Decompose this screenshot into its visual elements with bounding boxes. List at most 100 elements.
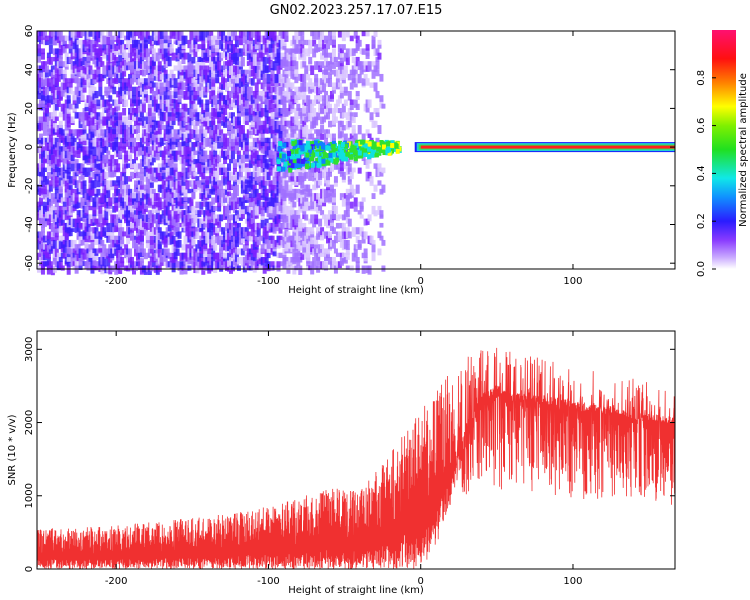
spectrogram-cell xyxy=(240,154,245,164)
spectrogram-cell xyxy=(266,239,271,249)
spectrogram-cell xyxy=(248,205,253,213)
spectrogram-cell xyxy=(373,31,378,37)
spectrogram-cell xyxy=(371,193,376,200)
spectrogram-cell xyxy=(360,150,365,156)
spectrogram-cell xyxy=(268,56,273,65)
spectrogram-cell xyxy=(290,171,295,177)
spectrogram-cell xyxy=(337,82,342,88)
spectrogram-cell xyxy=(78,265,83,271)
spectrogram-cell xyxy=(143,205,148,213)
spectrogram-cell xyxy=(114,137,119,147)
spectrogram-cell xyxy=(365,218,370,225)
spectrogram-cell xyxy=(151,261,156,267)
spectrogram-cell xyxy=(272,61,277,71)
spectrogram-cell xyxy=(314,214,319,224)
spectrogram-cell xyxy=(163,31,168,40)
spectrogram-cell xyxy=(217,154,222,163)
spectrogram-cell xyxy=(286,133,291,139)
spectrogram-cell xyxy=(58,205,63,212)
spectrogram-cell xyxy=(98,86,103,97)
spectrogram-cell xyxy=(94,39,99,48)
spectrogram-cell xyxy=(135,133,140,141)
spectrogram-cell xyxy=(88,167,93,176)
spectrogram-cell xyxy=(175,222,180,232)
spectrogram-cell xyxy=(298,107,303,117)
spectrogram-cell xyxy=(66,252,71,262)
spectrogram-cell xyxy=(96,159,101,164)
spectrogram-cell xyxy=(327,107,332,114)
spectrogram-cell xyxy=(207,252,212,261)
spectrogram-cell xyxy=(122,142,127,150)
spectrogram-cell xyxy=(108,103,113,111)
spectrogram-cell xyxy=(149,265,154,272)
spectrogram-cell xyxy=(234,184,239,190)
spectrogram-cell xyxy=(236,256,241,264)
spectrogram-cell xyxy=(173,167,178,177)
spectrogram-cell xyxy=(157,120,162,130)
spectrogram-cell xyxy=(359,214,364,219)
spectrogram-cell xyxy=(367,171,372,179)
spectrogram-cell xyxy=(62,244,67,253)
spectrogram-cell xyxy=(173,90,178,99)
spectrogram-cell xyxy=(314,163,319,173)
spectrogram-cell xyxy=(118,112,123,121)
spectrogram-cell xyxy=(46,52,51,58)
spectrogram-cell xyxy=(227,214,232,222)
spectrogram-cell xyxy=(296,248,301,256)
spectrogram-cell xyxy=(339,61,344,67)
spectrogram-cell xyxy=(357,125,362,135)
spectrogram-cell xyxy=(320,31,325,40)
spectrogram-cell xyxy=(288,188,293,199)
spectrogram-cell xyxy=(256,78,261,85)
spectrogram-cell xyxy=(139,31,144,41)
spectrogram-cell xyxy=(42,61,47,69)
spectrogram-cell xyxy=(124,150,129,161)
spectrogram-cell xyxy=(135,171,140,179)
spectrogram-cell xyxy=(329,184,334,192)
spectrogram-cell xyxy=(345,56,350,66)
spectrogram-cell xyxy=(175,214,180,223)
spectrogram-cell xyxy=(333,176,338,183)
spectrogram-cell xyxy=(76,201,81,209)
spectrogram-cell xyxy=(363,231,368,240)
spectrogram-cell xyxy=(298,39,303,47)
spectrogram-cell xyxy=(80,248,85,255)
spectrogram-cell xyxy=(248,86,253,94)
spectrogram-cell xyxy=(367,265,372,275)
spectrogram-cell xyxy=(205,31,210,38)
spectrogram-cell xyxy=(42,184,47,195)
spectrogram-cell xyxy=(137,78,142,87)
spectrogram-cell xyxy=(225,103,230,109)
spectrogram-cell xyxy=(345,48,350,58)
spectrogram-cell xyxy=(339,159,344,165)
spectrogram-cell xyxy=(153,142,158,151)
spectrogram-cell xyxy=(296,103,301,111)
spectrogram-cell xyxy=(118,252,123,262)
spectrogram-cell xyxy=(296,35,301,44)
spectrogram-cell xyxy=(260,107,265,117)
spectrogram-cell xyxy=(213,244,218,251)
spectrogram-cell xyxy=(209,171,214,179)
spectrogram-cluster xyxy=(276,139,402,173)
spectrogram-cell xyxy=(187,52,192,63)
spectrogram-cell xyxy=(76,65,81,73)
spectrogram-cell xyxy=(316,61,321,68)
spectrogram-cell xyxy=(292,201,297,208)
spectrogram-cell xyxy=(68,86,73,95)
spectrogram-cell xyxy=(331,188,336,198)
spectrogram-cell xyxy=(240,205,245,214)
spectrogram-cell xyxy=(288,146,293,152)
spectrogram-cell xyxy=(104,86,109,93)
spectrogram-cell xyxy=(74,193,79,203)
spectrogram-cell xyxy=(225,137,230,147)
spectrogram-cell xyxy=(96,180,101,188)
spectrogram-cell xyxy=(191,163,196,172)
spectrogram-cell xyxy=(320,210,325,216)
spectrogram-cell xyxy=(337,44,342,53)
spectrogram-cell xyxy=(88,86,93,96)
spectrogram-cell xyxy=(258,103,263,112)
spectrogram-cell xyxy=(92,154,97,163)
spectrogram-cell xyxy=(294,116,299,125)
spectrogram-cell xyxy=(276,35,281,43)
